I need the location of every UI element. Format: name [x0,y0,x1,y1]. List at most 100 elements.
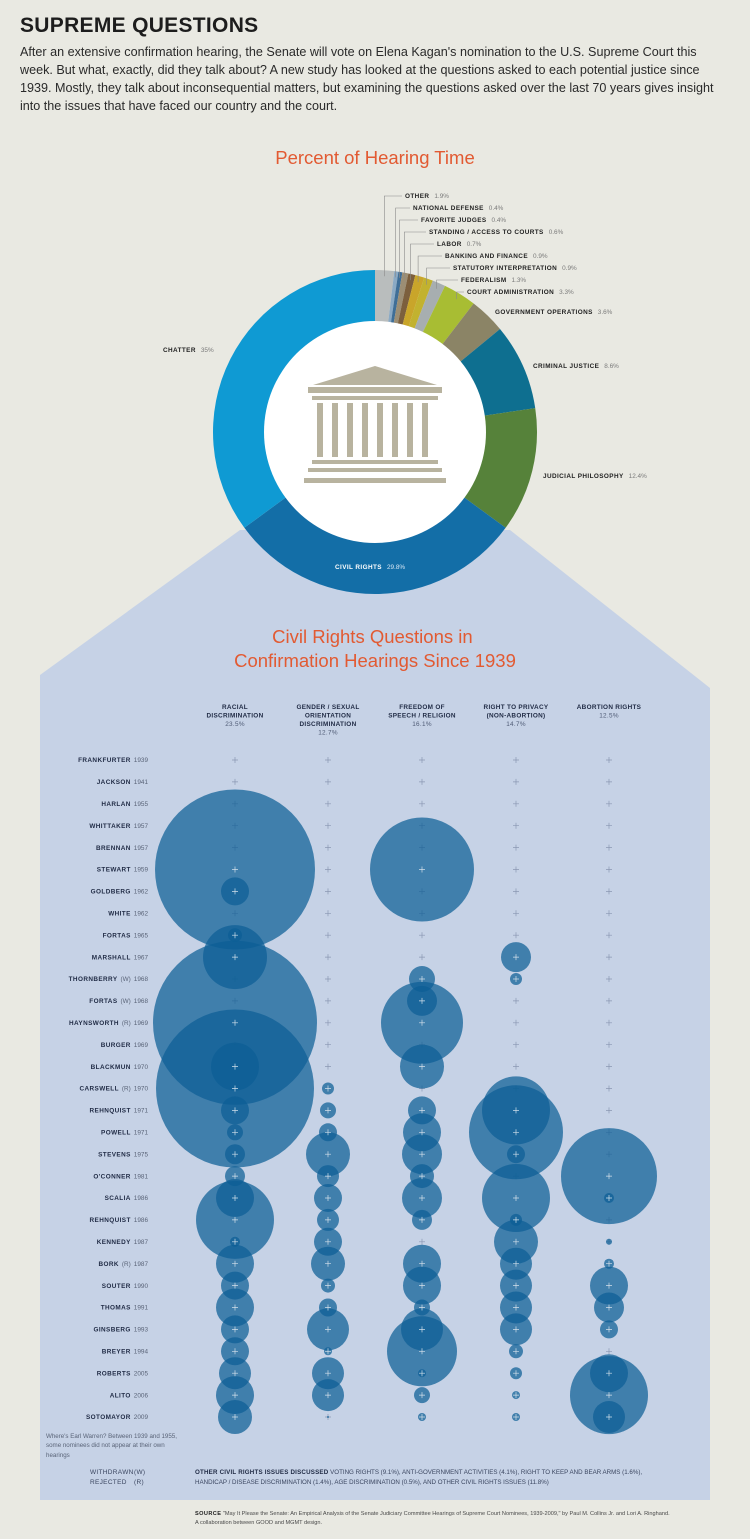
label-judicial-philosophy: JUDICIAL PHILOSOPHY 12.4% [543,473,647,480]
grid-plus [325,844,331,851]
bubble-plus [232,1304,238,1311]
row-label-fortas-1968: FORTAS (W) 1968 [89,998,148,1005]
grid-plus [325,822,331,829]
row-label-thornberry-1968: THORNBERRY (W) 1968 [69,976,149,983]
row-label-sotomayor-2009: SOTOMAYOR 2009 [86,1414,148,1421]
donut-labels: OTHER 1.9% NATIONAL DEFENSE 0.4% FAVORITE JU… [163,193,647,571]
legend-rejected: REJECTED [90,1478,127,1486]
bubble-plus [606,1195,612,1201]
grid-plus [325,997,331,1004]
bubble-plus [606,1260,612,1267]
grid-plus [606,976,612,982]
courthouse-icon [304,366,446,483]
bubble-plus [513,976,519,982]
bubble-plus [513,1414,519,1420]
grid-plus [606,778,612,785]
bubble-plus [325,1085,331,1092]
row-label-powell-1971: POWELL 1971 [101,1130,148,1137]
label-chatter: CHATTER 35% [163,347,214,354]
grid-plus [513,800,519,807]
donut-title: Percent of Hearing Time [275,147,474,168]
grid-plus [513,778,519,785]
leader-favorite-judges [399,219,418,278]
bubble-plus [325,1151,331,1158]
matrix-title: Civil Rights Questions in Confirmation H… [234,626,516,671]
bubble-plus [606,1282,612,1289]
bubble-plus [513,1151,519,1158]
row-label-stevens-1975: STEVENS 1975 [98,1151,148,1158]
row-label-rehnquist-1971: REHNQUIST 1971 [90,1108,149,1115]
label-favorite-judges: FAVORITE JUDGES 0.4% [421,217,506,224]
bubble-plus [325,1282,331,1289]
bubble-plus [232,1107,238,1114]
label-banking-and-finance: BANKING AND FINANCE 0.9% [445,253,548,260]
row-label-whittaker-1957: WHITTAKER 1957 [89,823,148,830]
bubble-plus [606,1173,612,1180]
leader-court-administration [456,291,464,300]
bubble-plus [232,954,238,961]
grid-plus [325,888,331,895]
col-header-gender-sexual-orientation-discrimination: GENDER / SEXUAL ORIENTATION DISCRIMINATION… [296,704,359,737]
grid-plus [513,757,519,763]
bubble-plus [606,1304,612,1311]
bubble-plus [419,1260,425,1267]
bubble-plus [232,1195,238,1201]
col-header-racial-discrimination: RACIAL DISCRIMINATION 23.5% [207,704,264,728]
row-label-rehnquist-1986: REHNQUIST 1986 [90,1217,149,1224]
bubble-plus [513,1326,519,1333]
grid-plus [513,1041,519,1048]
bubble-plus [325,1304,331,1311]
row-label-souter-1990: SOUTER 1990 [102,1283,149,1290]
label-civil-rights: CIVIL RIGHTS 29.8% [335,564,405,571]
bubble-plus [232,1370,238,1377]
bubble-plus [513,954,519,961]
label-statutory-interpretation: STATUTORY INTERPRETATION 0.9% [453,265,577,272]
bubble-plus [419,1107,425,1114]
bubble-plus [419,1216,425,1223]
bubble-plus [606,1414,612,1420]
grid-plus [606,866,612,873]
column-headers: RACIAL DISCRIMINATION 23.5% GENDER / SEXUAL… [207,704,642,737]
bubble-plus [325,1348,331,1355]
row-label-carswell-1970: CARSWELL (R) 1970 [79,1086,148,1093]
legend-withdrawn-code: (W) [134,1469,146,1476]
grid-plus [513,888,519,895]
bubble-plus [232,1282,238,1289]
bubble-plus [419,1282,425,1289]
matrix-panel [40,530,710,1500]
bubble-plus [325,1195,331,1201]
row-label-marshall-1967: MARSHALL 1967 [92,954,149,961]
grid-plus [513,910,519,917]
bubble-plus [419,866,425,873]
row-label-roberts-2005: ROBERTS 2005 [97,1370,149,1377]
bubble-plus [232,1326,238,1333]
bubble-plus [232,932,238,939]
bubble-plus [419,1173,425,1180]
grid-plus [606,997,612,1004]
bubble-plus [232,888,238,895]
bubble-plus [325,1129,331,1136]
row-label-stewart-1959: STEWART 1959 [97,867,149,874]
grid-plus [606,822,612,829]
status-legend: WITHDRAWN(W) REJECTED (R) [90,1468,145,1487]
bubble-plus [232,1129,238,1136]
bubble-plus [232,1151,238,1158]
grid-plus [606,800,612,807]
bubble-plus [232,1085,238,1092]
row-label-white-1962: WHITE 1962 [108,911,148,918]
row-label-o-conner-1981: O'CONNER 1981 [93,1173,148,1180]
grid-plus [325,1019,331,1026]
bubble-plus [606,1370,612,1377]
grid-plus [419,1238,425,1245]
bubble-plus [232,1260,238,1267]
grid-plus [325,1063,331,1070]
grid-plus [513,932,519,939]
grid-plus [325,954,331,961]
row-label-alito-2006: ALITO 2006 [110,1392,149,1399]
leader-other [383,195,402,277]
donut-hole [264,321,486,543]
bubble-plus [232,1063,238,1070]
row-label-frankfurter-1939: FRANKFURTER 1939 [78,757,148,764]
leader-statutory-interpretation [426,267,450,285]
col-header-right-to-privacy-non-abortion: RIGHT TO PRIVACY (NON-ABORTION) 14.7% [484,704,549,728]
